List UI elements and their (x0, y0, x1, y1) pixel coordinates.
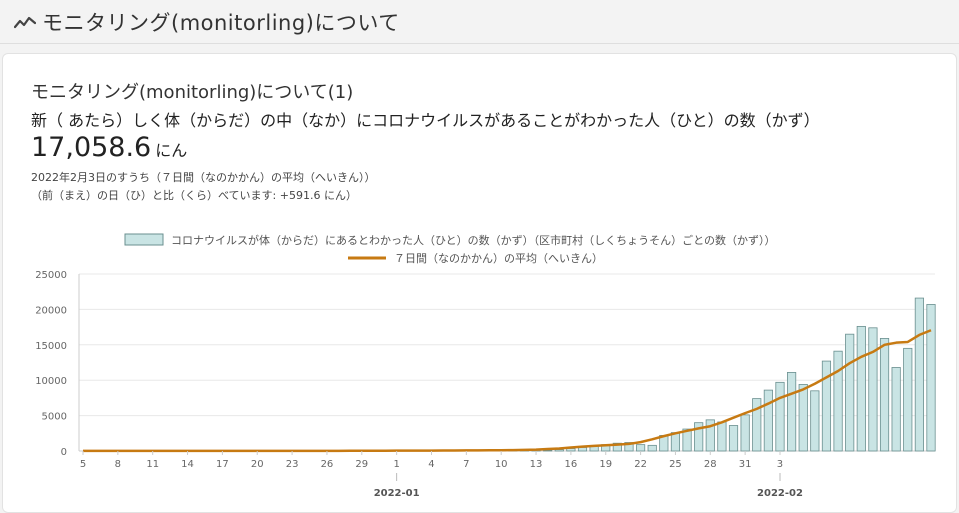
bar (892, 367, 900, 451)
trend-line-icon (14, 13, 36, 31)
x-tick-label: 1 (393, 459, 399, 470)
x-tick-label: 29 (355, 459, 368, 470)
y-tick-label: 5000 (42, 412, 67, 423)
month-label: 2022-02 (757, 488, 803, 499)
bar (834, 351, 842, 451)
month-label: 2022-01 (374, 488, 420, 499)
x-tick-label: 20 (251, 459, 264, 470)
bar (741, 415, 749, 451)
bar (869, 328, 877, 451)
bar (787, 372, 795, 451)
y-tick-label: 25000 (35, 270, 67, 281)
bar (811, 391, 819, 451)
bar (648, 445, 656, 451)
legend-label-line: ７日間（なのかかん）の平均（へいきん） (394, 252, 603, 265)
x-tick-label: 17 (216, 459, 229, 470)
bar (927, 304, 935, 451)
legend-bar-swatch (125, 234, 163, 245)
x-tick-label: 25 (669, 459, 682, 470)
x-tick-label: 3 (777, 459, 783, 470)
bar (636, 445, 644, 451)
y-tick-label: 0 (61, 447, 67, 458)
bar (799, 384, 807, 451)
bar (857, 326, 865, 451)
y-tick-label: 20000 (35, 305, 67, 316)
x-tick-label: 14 (181, 459, 194, 470)
page-header: モニタリング(monitorling)について (0, 0, 959, 44)
x-tick-label: 28 (704, 459, 717, 470)
x-tick-label: 8 (115, 459, 121, 470)
y-tick-label: 15000 (35, 341, 67, 352)
page-title: モニタリング(monitorling)について (42, 7, 400, 37)
x-tick-label: 16 (565, 459, 578, 470)
x-tick-label: 4 (428, 459, 434, 470)
bar (718, 422, 726, 451)
x-tick-label: 13 (530, 459, 543, 470)
bar (671, 433, 679, 451)
x-tick-label: 19 (599, 459, 612, 470)
x-tick-label: 22 (634, 459, 647, 470)
bar (846, 334, 854, 451)
x-tick-label: 23 (286, 459, 299, 470)
bar (764, 390, 772, 451)
legend-label-bars: コロナウイルスが体（からだ）にあるとわかった人（ひと）の数（かず）（区市町村（し… (171, 233, 776, 247)
monitoring-card: モニタリング(monitorling)について(1) 新（ あたら）しく体（から… (2, 53, 957, 513)
cases-chart: コロナウイルスが体（からだ）にあるとわかった人（ひと）の数（かず）（区市町村（し… (3, 54, 956, 501)
x-tick-label: 31 (739, 459, 752, 470)
bar (776, 382, 784, 451)
x-tick-label: 26 (321, 459, 334, 470)
bar (729, 426, 737, 451)
y-tick-label: 10000 (35, 376, 67, 387)
x-tick-label: 5 (80, 459, 86, 470)
x-tick-label: 7 (463, 459, 469, 470)
bar (915, 298, 923, 451)
x-tick-label: 11 (146, 459, 159, 470)
bar (904, 348, 912, 451)
x-tick-label: 10 (495, 459, 508, 470)
bar (880, 338, 888, 451)
